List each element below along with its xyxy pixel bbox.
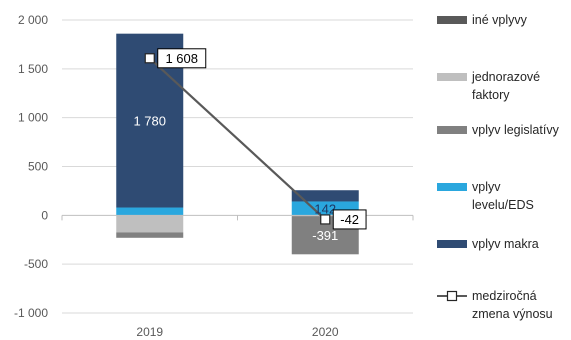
legend-medzirocna-zmena-vynosu-label-0: medziročná (472, 289, 537, 303)
legend-medzirocna-zmena-vynosu-label-1: zmena výnosu (472, 307, 553, 321)
bar-vplyv-levelu-eds-2019 (116, 207, 184, 216)
legend-vplyv-levelu-eds-swatch (437, 183, 467, 191)
legend-vplyv-levelu-eds-label-1: levelu/EDS (472, 198, 534, 212)
legend-vplyv-makra-label-0: vplyv makra (472, 237, 539, 251)
legend-ine-vplyvy-swatch (437, 16, 467, 24)
legend: iné vplyvy jednorazové faktory vplyv legisl… (437, 13, 560, 321)
y-tick-label-1500: 1 500 (18, 62, 48, 76)
gridlines (62, 19, 413, 314)
legend-jednorazove-faktory-label-1: faktory (472, 88, 510, 102)
x-axis: 2019 2020 (61, 214, 414, 339)
line-marker-2019 (144, 53, 155, 64)
y-tick-label-1000: 1 000 (18, 111, 48, 125)
legend-vplyv-legislativy-swatch (437, 126, 467, 134)
bar-vplyv-makra-2020 (291, 190, 359, 202)
bar-label-2019-vplyv-makra: 1 780 (133, 114, 166, 129)
line-medzirocna-zmena-vynosu (149, 57, 326, 221)
legend-vplyv-makra-swatch (437, 240, 467, 248)
y-tick-label-2000: 2 000 (18, 13, 48, 27)
bar-label-2020-vplyv-legislativy: -391 (312, 228, 338, 243)
legend-vplyv-legislativy-label-0: vplyv legislatívy (472, 123, 560, 137)
y-tick-label-500: 500 (28, 160, 48, 174)
y-tick-label-1000: -1 000 (14, 306, 48, 320)
legend-jednorazove-faktory-swatch (437, 73, 467, 81)
x-tick-label-2020: 2020 (312, 325, 339, 339)
yoy-change-line (144, 53, 331, 225)
y-axis: -1 000 -500 0 500 1 000 1 500 2 000 (14, 13, 48, 320)
bar-vplyv-legislativy-2019 (116, 232, 184, 238)
y-tick-label-0: 0 (41, 208, 48, 222)
bar-jednorazove-faktory-2019 (116, 215, 184, 233)
line-label-box-2019 (157, 48, 207, 69)
line-label-2020: -42 (340, 212, 359, 227)
legend-ine-vplyvy-label-0: iné vplyvy (472, 13, 528, 27)
bar-label-2020-vplyv-levelu-eds: 142 (314, 201, 336, 216)
line-label-box-2020 (332, 209, 367, 230)
legend-medzirocna-zmena-vynosu-swatch-marker (446, 290, 458, 302)
legend-vplyv-levelu-eds-label-0: vplyv (472, 180, 501, 194)
data-labels: 1 780 142 -391 1 608 -42 (133, 48, 367, 243)
legend-jednorazove-faktory-label-0: jednorazové (471, 70, 540, 84)
y-tick-label-500: -500 (24, 257, 48, 271)
line-marker-2020 (320, 214, 331, 225)
x-tick-label-2019: 2019 (136, 325, 163, 339)
line-label-2019: 1 608 (165, 51, 198, 66)
